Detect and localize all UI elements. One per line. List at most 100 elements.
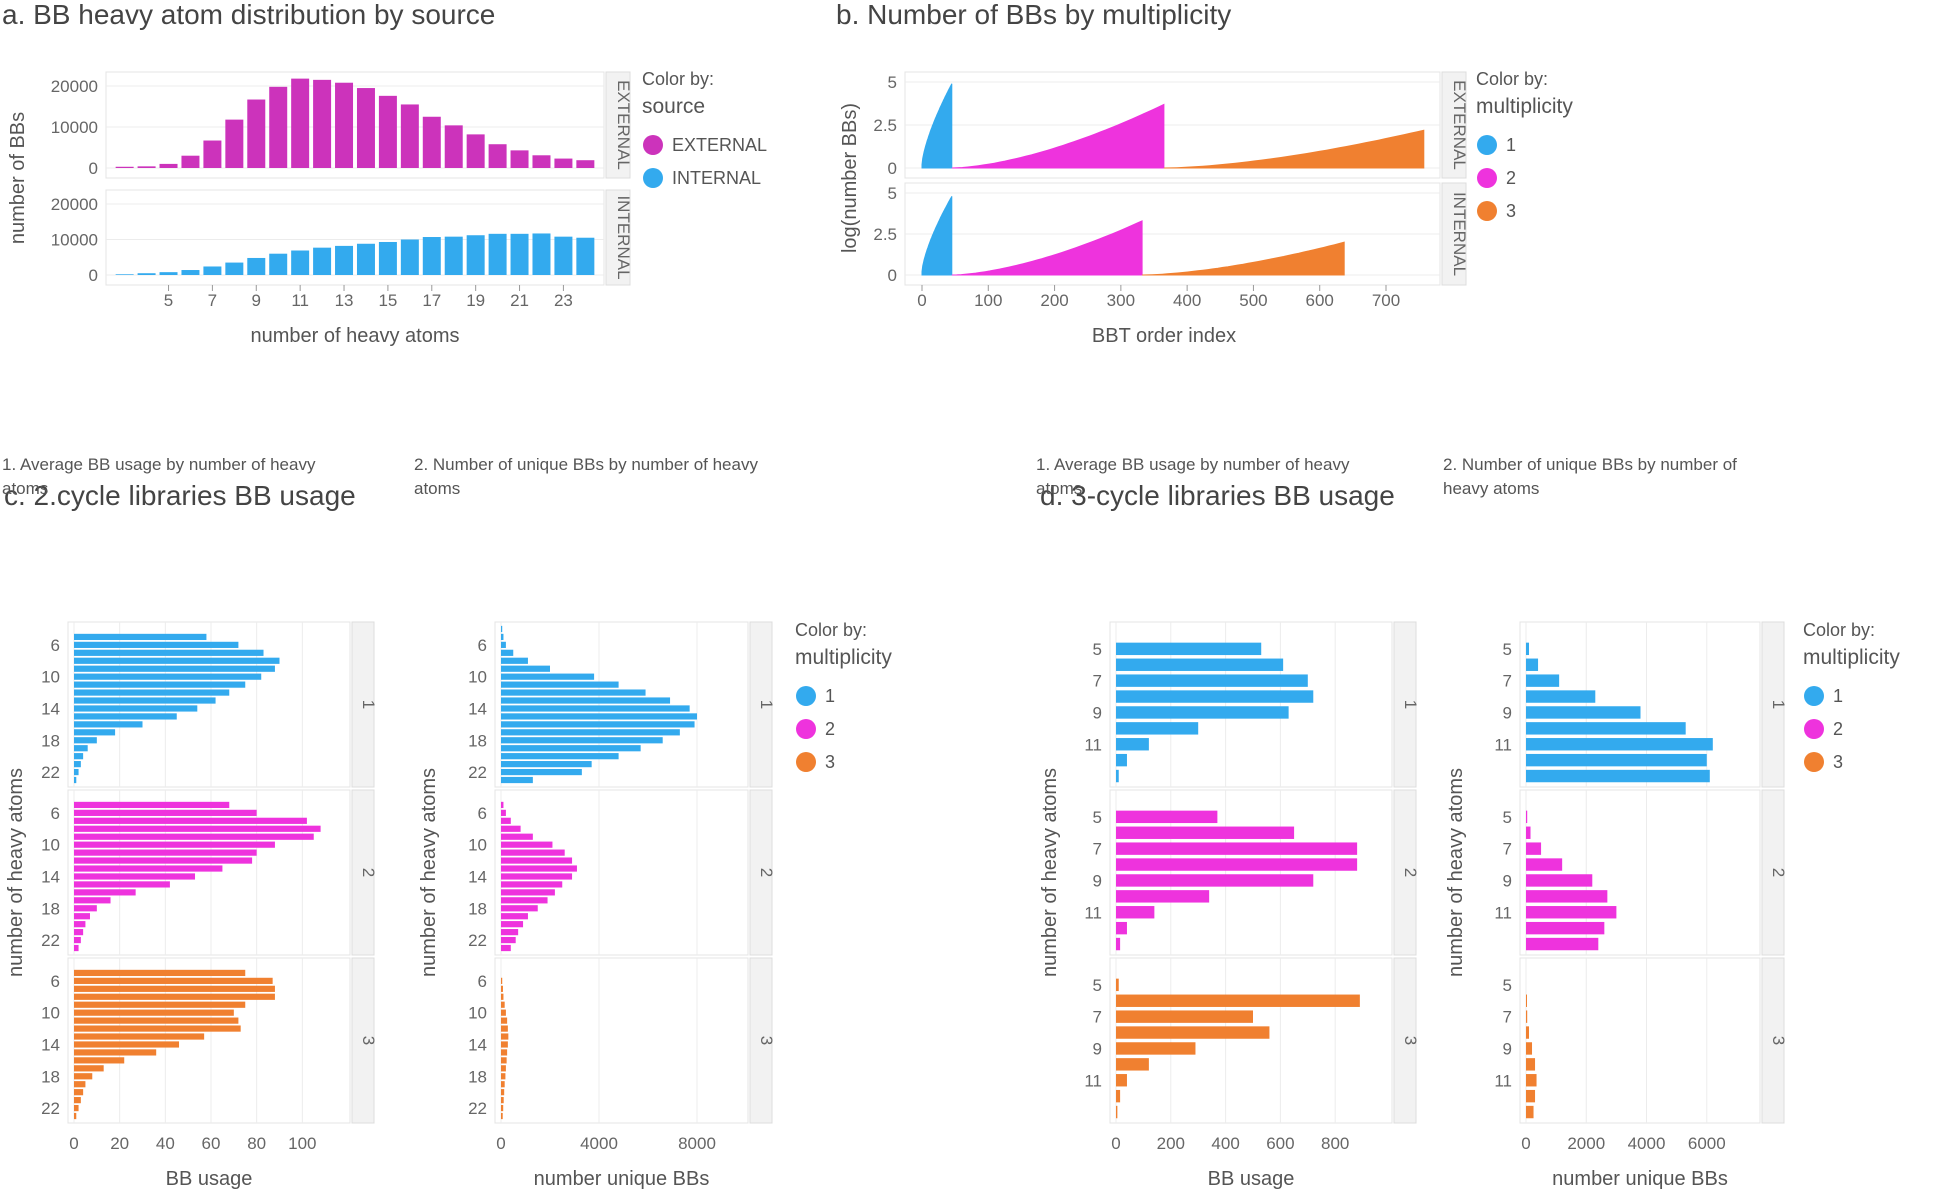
chart-c2-bar-m2-22 (501, 936, 516, 944)
chart-c2-subtitle-line2: atoms (414, 479, 460, 498)
chart-a-xtick-17: 17 (422, 291, 441, 310)
chart-d2-panel-frame (1519, 621, 1761, 788)
chart-c1-panel-frame (67, 621, 351, 788)
chart-d2-bar-m3-11 (1526, 1074, 1537, 1087)
chart-d2-bar-m2-9 (1526, 874, 1593, 887)
chart-c1-bar-m3-5 (74, 969, 246, 977)
chart-a-xtick-19: 19 (466, 291, 485, 310)
chart-d2-panel-frame (1519, 789, 1761, 956)
chart-d1-panel-frame (1109, 621, 1393, 788)
chart-d2-ylabel: number of heavy atoms (1445, 768, 1467, 977)
chart-c2-bar-m3-22 (501, 1104, 504, 1112)
chart-c1-ylabel: number of heavy atoms (5, 768, 27, 977)
chart-c2-bar-m2-10 (501, 841, 553, 848)
chart-c1-bar-m1-9 (74, 665, 275, 672)
chart-c2-ytick-m3-14: 14 (468, 1035, 487, 1054)
chart-b-xtick-400: 400 (1173, 291, 1201, 310)
chart-c2-xtick-8000: 8000 (678, 1134, 716, 1153)
chart-d2-xtick-4000: 4000 (1628, 1134, 1666, 1153)
chart-d1-xtick-0: 0 (1111, 1134, 1120, 1153)
chart-c1-bar-m2-11 (74, 849, 257, 856)
chart-c1-xtick-40: 40 (156, 1134, 175, 1153)
chart-a-bar-external-8 (225, 119, 244, 168)
chart-c2-ytick-m3-10: 10 (468, 1004, 487, 1023)
chart-c1-bar-m2-12 (74, 857, 253, 864)
chart-d2-bar-m1-7 (1526, 674, 1560, 687)
chart-c2-bar-m3-8 (501, 993, 504, 1000)
chart-a-bar-internal-22 (532, 233, 551, 275)
chart-d1-ytick-m1-7: 7 (1093, 672, 1102, 691)
chart-c2-bar-m1-7 (501, 649, 514, 656)
chart-a-bar-internal-6 (181, 270, 200, 275)
chart-a-bar-internal-7 (203, 266, 222, 275)
chart-a-ytick-20000: 20000 (51, 195, 98, 214)
chart-c2-bar-m2-19 (501, 913, 528, 920)
chart-c2-bar-m3-14 (501, 1041, 508, 1048)
chart-c2-bar-m1-23 (501, 776, 533, 784)
chart-a-title: a. BB heavy atom distribution by source (2, 0, 495, 30)
chart-c2-bar-m1-18 (501, 737, 663, 744)
chart-c2-bar-m3-23 (501, 1112, 503, 1120)
chart-b-area-external-m3 (1163, 129, 1425, 169)
chart-c2-ytick-m2-6: 6 (478, 804, 487, 823)
legend-title-multiplicity: multiplicity (1803, 646, 1900, 669)
chart-d2-bar-m2-8 (1526, 858, 1563, 871)
facet-label-1: 1 (757, 700, 776, 709)
chart-c1-subtitle-line2: atoms (2, 479, 48, 498)
chart-c1-bar-m3-16 (74, 1057, 125, 1064)
chart-c2-ytick-m2-10: 10 (468, 836, 487, 855)
chart-d1-bar-m3-13 (1116, 1105, 1118, 1119)
chart-d1-bar-m2-9 (1116, 874, 1314, 887)
legend-swatch-2 (1804, 719, 1824, 739)
facet-strip (749, 621, 773, 788)
legend-label-2: 2 (1506, 168, 1516, 188)
chart-c1-bar-m3-15 (74, 1049, 157, 1056)
chart-c1-bar-m3-12 (74, 1025, 241, 1032)
legend-label-INTERNAL: INTERNAL (672, 168, 761, 188)
chart-d1-xtick-200: 200 (1157, 1134, 1185, 1153)
chart-d1-panel-frame (1109, 957, 1393, 1124)
chart-d1-ytick-m1-11: 11 (1084, 735, 1102, 754)
chart-c2-ytick-m1-10: 10 (468, 668, 487, 687)
chart-d2-bar-m1-13 (1526, 769, 1710, 783)
legend-label-2: 2 (825, 719, 835, 739)
chart-c1-xtick-100: 100 (288, 1134, 316, 1153)
chart-d2-ytick-m2-9: 9 (1503, 871, 1512, 890)
chart-c1-bar-m3-19 (74, 1081, 86, 1088)
legend-swatch-INTERNAL (643, 168, 663, 188)
legend-swatch-2 (796, 719, 816, 739)
chart-c1-bar-m3-18 (74, 1073, 93, 1080)
chart-d2-subtitle-line2: heavy atoms (1443, 479, 1539, 498)
chart-c1-bar-m1-15 (74, 713, 177, 720)
legend-label-1: 1 (1833, 686, 1843, 706)
chart-c1-ytick-m1-22: 22 (41, 763, 60, 782)
chart-d2-bar-m3-6 (1526, 994, 1527, 1007)
chart-b-xtick-500: 500 (1239, 291, 1267, 310)
chart-c1-ytick-m2-10: 10 (41, 836, 60, 855)
chart-c1-xlabel: BB usage (166, 1168, 253, 1190)
chart-b-xtick-100: 100 (974, 291, 1002, 310)
chart-c2-bar-m1-19 (501, 745, 641, 752)
chart-c2-bar-m3-15 (501, 1049, 508, 1056)
chart-a-ytick-10000: 10000 (51, 118, 98, 137)
chart-d1-bar-m2-6 (1116, 826, 1295, 839)
chart-d1-ylabel: number of heavy atoms (1039, 768, 1061, 977)
chart-c2-bar-m2-6 (501, 809, 506, 816)
chart-c2-bar-m2-18 (501, 905, 538, 912)
chart-d2-bar-m1-12 (1526, 753, 1707, 767)
chart-c2-bar-m1-8 (501, 657, 528, 664)
chart-d2-bar-m3-10 (1526, 1058, 1536, 1071)
chart-c2-bar-m3-12 (501, 1025, 508, 1032)
facet-strip (1761, 789, 1785, 956)
chart-d1-ytick-m3-5: 5 (1093, 976, 1102, 995)
chart-d1-bar-m3-7 (1116, 1010, 1253, 1023)
legend-swatch-1 (1477, 135, 1497, 155)
chart-d1-bar-m1-9 (1116, 706, 1289, 719)
chart-c2-ytick-m1-22: 22 (468, 763, 487, 782)
facet-strip (1393, 957, 1417, 1124)
chart-d2-ytick-m3-7: 7 (1503, 1008, 1512, 1027)
chart-a-bar-internal-8 (225, 262, 244, 275)
chart-c2-bar-m2-12 (501, 857, 573, 864)
chart-c1-bar-m1-18 (74, 737, 97, 744)
